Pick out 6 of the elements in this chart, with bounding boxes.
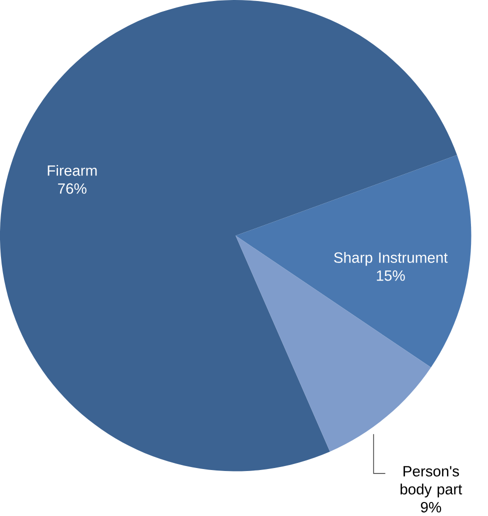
data-label: 15% bbox=[377, 270, 406, 281]
slice-label: Firearm bbox=[48, 164, 97, 176]
slice-label: Person's body part bbox=[400, 466, 462, 498]
data-label: 9% bbox=[421, 502, 442, 512]
slice-label: Sharp Instrument bbox=[334, 252, 448, 266]
data-label: 76% bbox=[58, 183, 87, 194]
